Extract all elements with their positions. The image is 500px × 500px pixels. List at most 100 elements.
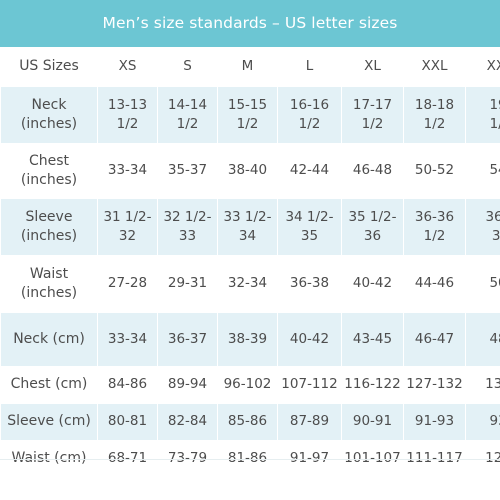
size-value-line: 50-52 xyxy=(414,162,455,178)
size-value-line: 107-112 xyxy=(281,376,338,392)
row-label-line: (inches) xyxy=(20,115,78,132)
size-value-line: 40-42 xyxy=(352,275,393,291)
size-value-line: 84-86 xyxy=(107,376,148,392)
size-value-line: 44-46 xyxy=(414,275,455,291)
size-value-cell: 14-14 1/2 xyxy=(157,85,218,144)
row-label-line: (inches) xyxy=(20,284,78,301)
row-label-line: (inches) xyxy=(20,227,78,244)
size-value-cell: 34 1/2- 35 xyxy=(277,197,342,256)
row-label: Chest (inches) xyxy=(0,142,98,199)
table-row: Neck (inches) 13-13 1/2 14-14 1/2 15-15 1/2 16-1… xyxy=(0,85,500,144)
table-row: Waist (cm) 68-71 73-79 81-86 91-97 101-107 111… xyxy=(0,439,500,478)
size-value-line: 16-16 xyxy=(289,96,330,113)
size-value-line: 96-102 xyxy=(223,376,272,392)
size-value-line: 1/2 xyxy=(361,115,384,132)
size-value-cell: 35 1/2- 36 xyxy=(341,197,404,256)
size-value-cell: 29-31 xyxy=(157,254,218,313)
size-value-line: 35 xyxy=(300,227,319,244)
size-value-cell: 16-16 1/2 xyxy=(277,85,342,144)
size-value-line: 13-13 xyxy=(107,96,148,113)
size-value-line: 1/2 xyxy=(176,115,199,132)
header-cell-size: S xyxy=(157,47,218,87)
size-value-line: 1/2 xyxy=(489,115,500,132)
size-table: US SizesXSSMLXLXXLXXX Neck (inches) 13-13 1/… xyxy=(0,47,500,478)
size-value-line: 36-38 xyxy=(289,275,330,291)
size-value-cell: 33-34 xyxy=(97,142,158,199)
size-value-cell: 127-132 xyxy=(403,365,466,404)
row-label-line: Waist xyxy=(29,265,69,282)
row-label: Neck (cm) xyxy=(0,311,98,367)
table-bottom-rule xyxy=(0,459,500,460)
size-value-line: 32 1/2- xyxy=(163,208,212,225)
size-value-line: 127- xyxy=(485,450,500,466)
size-value-line: 37 xyxy=(491,227,500,244)
header-cell-us-sizes: US Sizes xyxy=(0,47,98,87)
size-value-line: 43-45 xyxy=(352,330,393,347)
size-value-cell: 19-1/2 xyxy=(465,85,500,144)
size-value-cell: 36-37 xyxy=(157,311,218,367)
size-value-cell: 84-86 xyxy=(97,365,158,404)
row-label-line: Chest xyxy=(28,152,70,169)
size-value-cell: 50-52 xyxy=(403,142,466,199)
size-value-cell: 82-84 xyxy=(157,402,218,441)
size-value-line: 33-34 xyxy=(107,330,148,347)
size-value-line: 127-132 xyxy=(406,376,463,392)
size-value-line: 81-86 xyxy=(227,450,268,466)
row-label-line: Neck (cm) xyxy=(13,330,85,347)
size-value-cell: 33 1/2- 34 xyxy=(217,197,278,256)
size-value-cell: 46-48 xyxy=(341,142,404,199)
size-value-line: 35 1/2- xyxy=(348,208,397,225)
header-cell-size: M xyxy=(217,47,278,87)
size-value-line: 42-44 xyxy=(289,162,330,178)
size-value-line: 87-89 xyxy=(289,413,330,429)
header-cell-size: XXX xyxy=(465,47,500,87)
header-cell-size: XXL xyxy=(403,47,466,87)
size-value-cell: 38-39 xyxy=(217,311,278,367)
size-value-cell: 80-81 xyxy=(97,402,158,441)
header-cell-size: XS xyxy=(97,47,158,87)
size-value-cell: 33-34 xyxy=(97,311,158,367)
size-value-cell: 116-122 xyxy=(341,365,404,404)
row-label: Sleeve (inches) xyxy=(0,197,98,256)
size-value-line: 27-28 xyxy=(107,275,148,291)
size-value-line: 93- xyxy=(489,413,500,429)
size-value-cell: 54- xyxy=(465,142,500,199)
size-value-cell: 85-86 xyxy=(217,402,278,441)
size-value-cell: 31 1/2- 32 xyxy=(97,197,158,256)
size-value-cell: 18-18 1/2 xyxy=(403,85,466,144)
size-value-cell: 36-36 1/2 xyxy=(403,197,466,256)
size-value-cell: 127- xyxy=(465,439,500,478)
size-value-line: 91-97 xyxy=(289,450,330,466)
size-value-cell: 107-112 xyxy=(277,365,342,404)
size-value-line: 1/2 xyxy=(423,115,446,132)
size-value-line: 36-36 xyxy=(414,208,455,225)
size-value-line: 1/2 xyxy=(298,115,321,132)
size-value-line: 18-18 xyxy=(414,96,455,113)
size-value-line: 1/2 xyxy=(423,227,446,244)
size-value-cell: 91-93 xyxy=(403,402,466,441)
table-row: Neck (cm) 33-34 36-37 38-39 40-42 43-45 46-47 4… xyxy=(0,311,500,367)
size-value-cell: 96-102 xyxy=(217,365,278,404)
size-value-line: 17-17 xyxy=(352,96,393,113)
size-value-cell: 44-46 xyxy=(403,254,466,313)
table-row: Waist (inches) 27-28 29-31 32-34 36-38 40-42 44… xyxy=(0,254,500,313)
size-value-line: 68-71 xyxy=(107,450,148,466)
size-value-line: 31 1/2- xyxy=(103,208,152,225)
size-value-cell: 35-37 xyxy=(157,142,218,199)
table-row: Sleeve (inches) 31 1/2- 32 32 1/2- 33 33 1/2- 3… xyxy=(0,197,500,256)
size-value-line: 89-94 xyxy=(167,376,208,392)
size-value-line: 29-31 xyxy=(167,275,208,291)
size-value-cell: 36-38 xyxy=(277,254,342,313)
size-value-line: 14-14 xyxy=(167,96,208,113)
table-row: Chest (cm) 84-86 89-94 96-102 107-112 116-122… xyxy=(0,365,500,404)
row-label-line: Sleeve xyxy=(25,208,73,225)
size-value-line: 36-37 xyxy=(167,330,208,347)
size-value-line: 15-15 xyxy=(227,96,268,113)
row-label: Waist (inches) xyxy=(0,254,98,313)
row-label-line: Neck xyxy=(31,96,67,113)
size-value-cell: 90-91 xyxy=(341,402,404,441)
row-label-line: (inches) xyxy=(20,171,78,188)
header-cell-size: XL xyxy=(341,47,404,87)
row-label: Sleeve (cm) xyxy=(0,402,98,441)
size-value-cell: 48- xyxy=(465,311,500,367)
